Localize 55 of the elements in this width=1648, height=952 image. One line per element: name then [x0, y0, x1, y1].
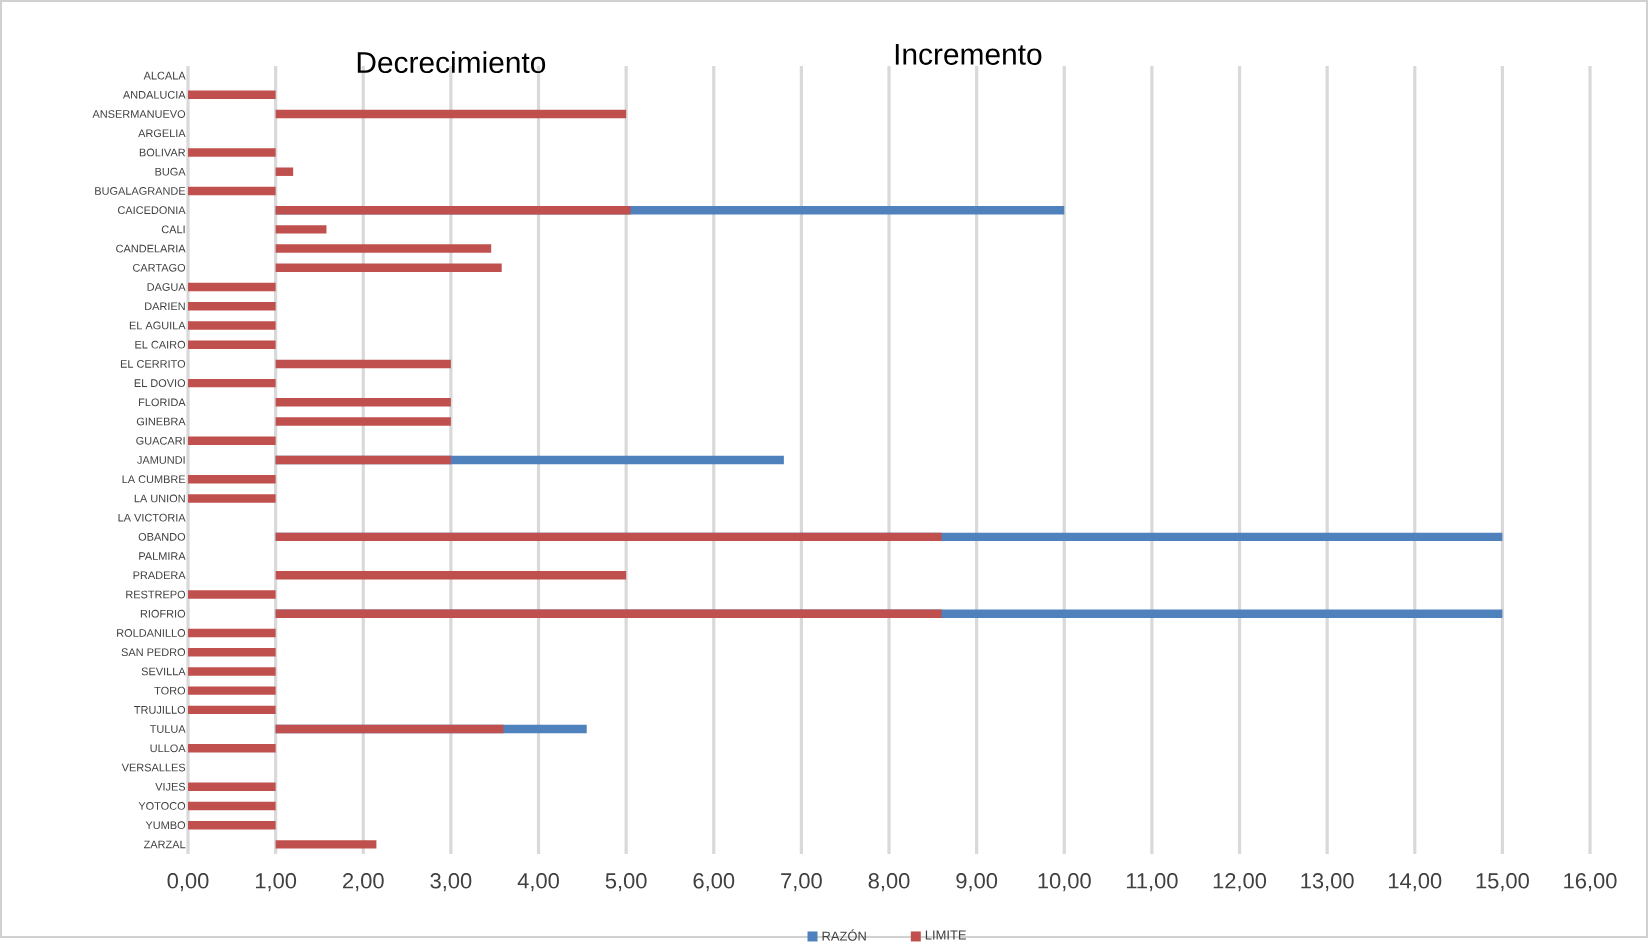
x-tick-label: 15,00	[1476, 873, 1529, 892]
x-tick-label: 9,00	[956, 873, 998, 892]
bar	[188, 494, 276, 503]
bar	[188, 821, 276, 830]
x-tick-label: 3,00	[430, 873, 472, 892]
bar	[188, 590, 276, 599]
x-tick-label: 5,00	[605, 873, 647, 892]
bar	[275, 840, 377, 849]
text: Incremento	[895, 44, 1042, 66]
bar	[188, 90, 276, 100]
bar	[188, 782, 276, 792]
x-tick-label: 7,00	[781, 873, 822, 892]
bar	[188, 321, 276, 330]
bar	[188, 705, 276, 715]
bar	[275, 110, 627, 119]
bar	[188, 340, 276, 350]
bar	[275, 167, 294, 177]
bar	[188, 801, 276, 811]
bar	[275, 244, 492, 254]
x-tick-label: 6,00	[693, 873, 735, 892]
x-tick-label: 0,00	[167, 873, 209, 892]
bar	[188, 667, 276, 676]
annotation: Decrecimiento	[357, 51, 546, 74]
bar	[188, 186, 276, 196]
bar	[275, 225, 327, 234]
x-tick-label: 16,00	[1564, 873, 1617, 892]
bar	[188, 436, 276, 446]
bar	[188, 744, 276, 753]
x-tick-label: 8,00	[868, 873, 910, 892]
bar	[188, 302, 276, 311]
bar	[275, 456, 451, 465]
bar	[275, 398, 451, 407]
bar	[275, 571, 627, 580]
x-tick-label: 13,00	[1301, 873, 1354, 892]
bar	[275, 206, 631, 215]
bar	[275, 263, 502, 273]
x-tick-label: 4,00	[517, 873, 559, 892]
x-tick-label: 14,00	[1389, 873, 1442, 892]
x-tick-label: 12,00	[1213, 873, 1267, 892]
x-tick-label: 10,00	[1038, 873, 1091, 892]
bar	[188, 379, 276, 388]
bar	[188, 686, 276, 696]
bar	[275, 609, 942, 619]
x-tick-label: 1,00	[255, 873, 297, 892]
bar	[188, 475, 276, 484]
bar	[275, 359, 451, 369]
bar	[188, 148, 276, 157]
bar	[275, 532, 942, 542]
x-tick-label: 2,00	[343, 873, 384, 892]
bar	[275, 725, 504, 734]
bar	[188, 648, 276, 657]
bar	[188, 628, 276, 638]
bar	[275, 417, 451, 427]
bar	[188, 283, 276, 292]
x-tick-label: 11,00	[1126, 873, 1178, 892]
